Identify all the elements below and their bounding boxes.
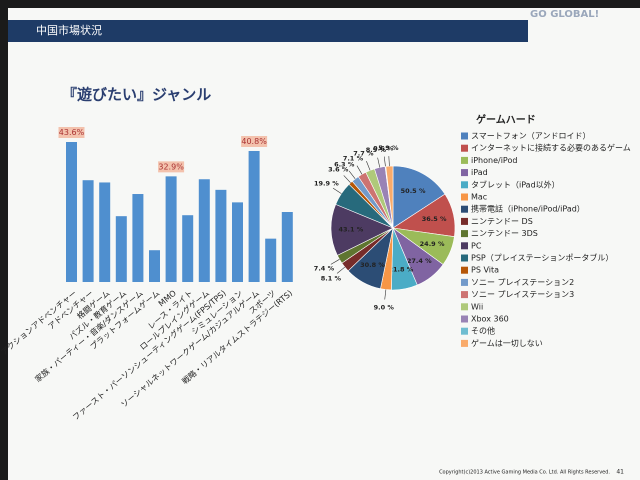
legend-swatch	[461, 156, 468, 164]
legend-label: スマートフォン（アンドロイド）	[471, 132, 590, 141]
leader-line	[388, 156, 390, 167]
bar	[248, 150, 260, 282]
pie-slice	[330, 203, 394, 256]
brand: GO GLOBAL!	[530, 9, 599, 20]
legend-label: PSP（プレイステーションポータブル）	[471, 253, 613, 263]
bar	[149, 250, 160, 282]
legend-title: ゲームハード	[476, 113, 536, 126]
legend-swatch	[461, 254, 468, 262]
slice-label: 7.1 %	[343, 155, 364, 163]
bar	[182, 215, 194, 282]
legend-label: iPhone/iPod	[471, 156, 517, 165]
page-number: 41	[616, 469, 624, 476]
leader-line	[377, 157, 381, 168]
value-label-box	[158, 161, 185, 173]
legend-swatch	[461, 266, 468, 274]
value-label: 32.9%	[158, 162, 184, 171]
pie-slice	[385, 165, 394, 229]
legend-swatch	[461, 181, 468, 189]
slice-label: 7.4 %	[314, 264, 335, 272]
slice-label: 27.4 %	[407, 257, 432, 265]
legend-label: ゲームは一切しない	[471, 338, 543, 348]
legend-swatch	[461, 278, 468, 286]
legend-swatch	[461, 144, 468, 152]
legend-swatch	[461, 242, 468, 250]
legend-label: ニンテンドー 3DS	[471, 229, 538, 238]
leader-line	[356, 165, 363, 175]
slice-label: 30.8 %	[360, 261, 385, 269]
value-label: 40.8%	[241, 137, 267, 146]
slice-label: 6.3 %	[334, 161, 355, 169]
legend-swatch	[461, 315, 468, 323]
bar	[115, 216, 127, 282]
leader-line	[348, 170, 356, 180]
legend-label: ソニー プレイステーション2	[471, 278, 574, 287]
slice-label: 7.7 %	[353, 150, 374, 158]
bar	[66, 142, 77, 282]
slice-label: 0.6 %	[373, 145, 394, 153]
leader-line	[330, 259, 340, 265]
slice-label: 9.0 %	[374, 303, 395, 311]
legend-swatch	[461, 339, 468, 347]
legend-label: タブレット（iPad以外）	[471, 179, 560, 189]
bar	[265, 238, 277, 282]
value-label-box	[58, 127, 85, 138]
bar	[215, 189, 227, 282]
bar	[82, 180, 94, 282]
legend-label: iPad	[471, 168, 488, 177]
legend-label: Mac	[471, 193, 487, 202]
leader-line	[332, 187, 342, 194]
bar	[165, 176, 177, 282]
legend-label: Xbox 360	[471, 315, 509, 324]
legend-label: その他	[471, 326, 495, 336]
legend-swatch	[461, 205, 468, 213]
footer: Copyright(c)2013 Active Gaming Media Co.…	[439, 470, 610, 476]
legend-label: ソニー プレイステーション3	[471, 290, 574, 299]
legend-swatch	[461, 217, 468, 225]
slice-label: 8.1 %	[321, 274, 342, 282]
bar	[132, 194, 144, 282]
legend-label: 携帯電話（iPhone/iPod/iPad）	[471, 204, 585, 214]
leader-line	[383, 156, 386, 167]
legend-label: インターネットに接続する必要のあるゲーム	[471, 143, 631, 153]
slice-label: 36.5 %	[422, 215, 447, 223]
legend-swatch	[461, 230, 468, 238]
legend-swatch	[461, 291, 468, 299]
slice-label: 19.9 %	[314, 180, 339, 188]
legend-label: ニンテンドー DS	[471, 217, 533, 226]
slide-title: 『遊びたい』ジャンル	[62, 86, 211, 104]
slice-label: 50.5 %	[401, 187, 426, 195]
legend-swatch	[461, 193, 468, 201]
leader-line	[366, 160, 371, 171]
legend-label: Wii	[471, 302, 483, 311]
legend-label: PC	[471, 241, 482, 250]
slice-label: 3.6 %	[328, 166, 349, 174]
legend-swatch	[461, 327, 468, 335]
header-bar	[8, 20, 528, 42]
legend-swatch	[461, 303, 468, 311]
leader-line	[384, 289, 387, 300]
slice-label: 8.9 %	[366, 146, 387, 154]
bar	[232, 202, 243, 282]
leader-line	[343, 175, 351, 183]
bar	[281, 212, 293, 282]
legend-label: PS Vita	[471, 266, 499, 275]
value-label-box	[241, 135, 268, 147]
slice-label: 24.9 %	[420, 240, 445, 248]
slide-background	[8, 8, 640, 480]
bar	[198, 179, 210, 282]
legend-swatch	[461, 132, 468, 140]
slice-label: 5.9 %	[378, 144, 399, 152]
header-text: 中国市場状況	[36, 23, 102, 37]
pie-slice	[392, 165, 446, 229]
slice-label: 43.1 %	[338, 225, 363, 233]
bar	[99, 182, 111, 282]
leader-line	[336, 266, 346, 274]
legend-swatch	[461, 169, 468, 177]
slice-label: 21.8 %	[388, 265, 413, 273]
value-label: 43.6%	[59, 128, 85, 137]
